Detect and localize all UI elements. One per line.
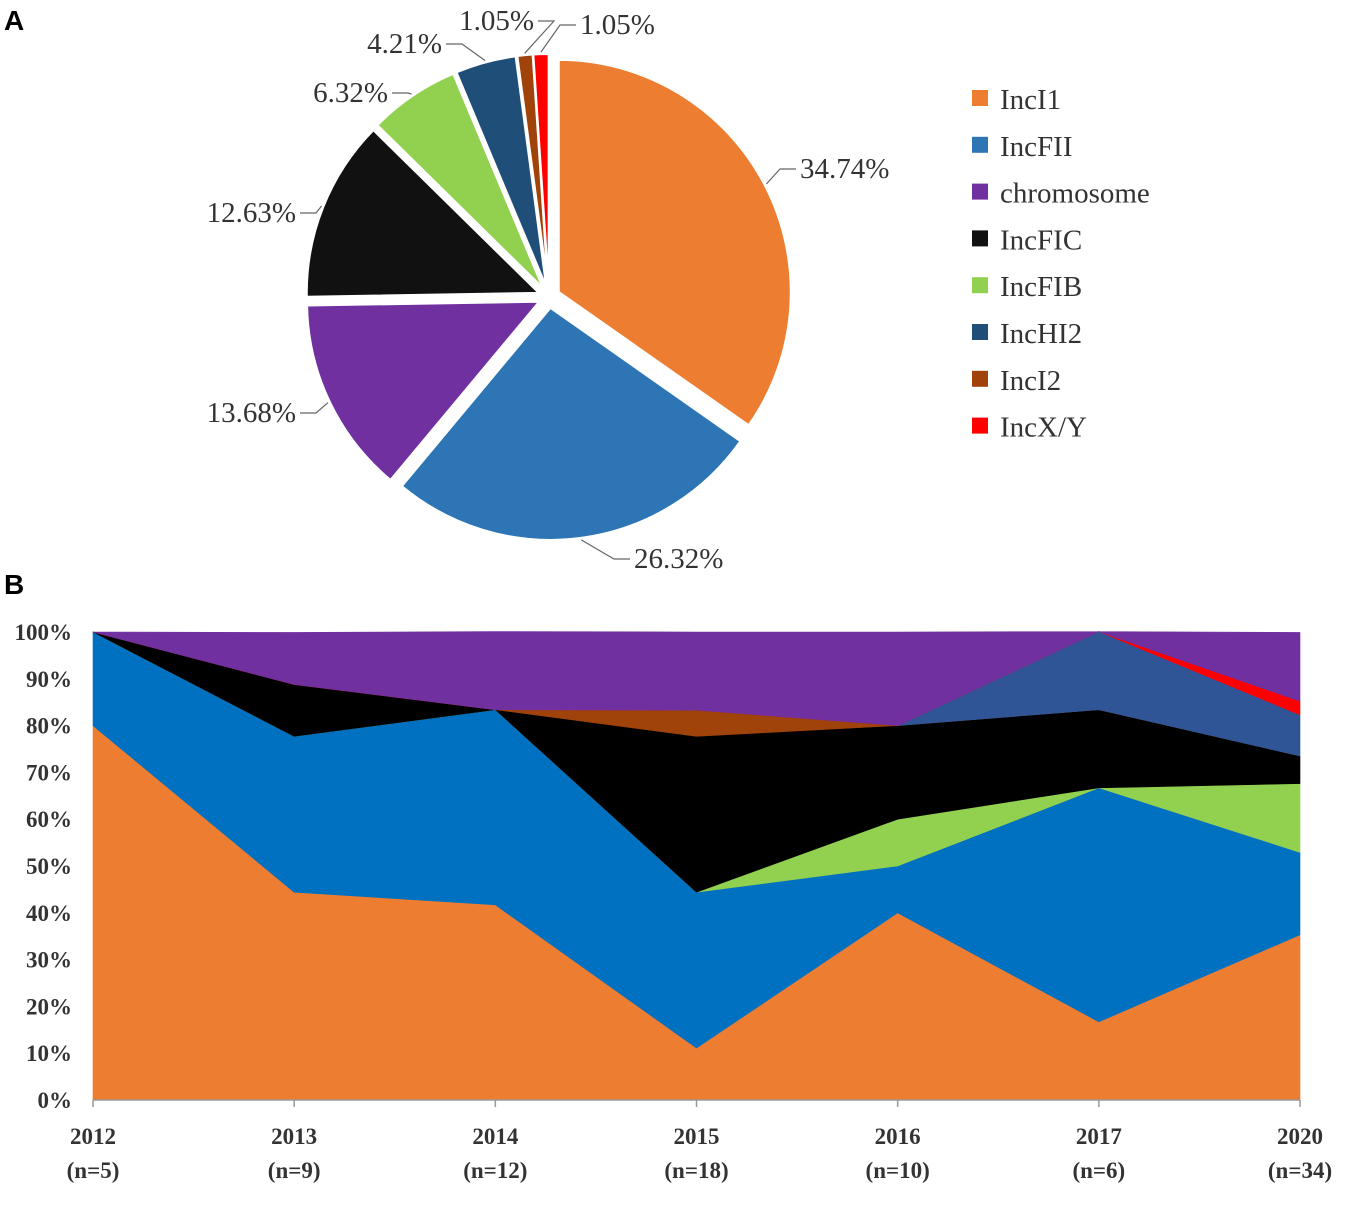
legend-item-inci2: IncI2: [972, 365, 1061, 397]
legend-label: IncFIB: [1000, 271, 1082, 303]
pie-label-incfib: 6.32%: [313, 77, 388, 109]
pie-slice-incfii: [400, 306, 742, 541]
pie-slices: [305, 53, 792, 541]
pie-leader-incfib: [392, 92, 412, 95]
pie-slice-chromosome: [306, 300, 542, 482]
pie-slice-incfic: [305, 128, 542, 298]
pie-leader-incx-y: [540, 24, 576, 53]
pie-leader-incfic: [300, 205, 322, 214]
legend-item-incfic: IncFIC: [972, 224, 1082, 256]
legend-swatch: [972, 370, 988, 387]
legend-item-incfib: IncFIB: [972, 271, 1082, 303]
x-tick-label-count: (n=5): [67, 1158, 120, 1183]
legend-swatch: [972, 230, 988, 247]
legend-label: IncFII: [1000, 131, 1072, 163]
x-axis-tick-labels: 2012 (n=5) 2013 (n=9) 2014 (n=12) 2015 (n=18) 20…: [67, 1124, 1332, 1183]
pie-label-inci2: 1.05%: [459, 5, 534, 37]
panel-b-letter: B: [4, 569, 24, 600]
pie-label-inci1: 34.74%: [800, 153, 889, 185]
legend-swatch: [972, 90, 988, 106]
x-tick-label-count: (n=6): [1072, 1158, 1125, 1183]
pie-label-chromosome: 13.68%: [207, 397, 296, 429]
y-tick-label: 90%: [26, 667, 72, 692]
pie-legend: IncI1 IncFII chromosome IncFIC IncFIB IncHI2 I…: [972, 84, 1150, 444]
y-tick-label: 70%: [26, 760, 72, 785]
y-tick-label: 60%: [26, 807, 72, 832]
pie-leader-inci2: [524, 20, 556, 54]
x-tick-label-count: (n=9): [268, 1158, 321, 1183]
legend-label: chromosome: [1000, 178, 1150, 210]
legend-label: IncFIC: [1000, 224, 1082, 256]
legend-item-incfii: IncFII: [972, 131, 1072, 163]
x-tick-label-year: 2013: [271, 1124, 317, 1149]
legend-swatch: [972, 183, 988, 200]
x-tick-label-year: 2017: [1076, 1124, 1122, 1149]
x-tick-label-year: 2012: [70, 1124, 116, 1149]
legend-swatch: [972, 136, 988, 153]
legend-label: IncHI2: [1000, 318, 1082, 350]
legend-swatch: [972, 277, 988, 294]
pie-chart: 34.74% 26.32% 13.68% 12.63% 6.32% 4.21% 1.05% 1…: [207, 5, 890, 575]
pie-slice-inci1: [557, 58, 792, 427]
area-series-chromosome: [92, 631, 1301, 726]
legend-label: IncI1: [1000, 84, 1061, 116]
y-tick-label: 30%: [26, 948, 72, 973]
pie-leader-chromosome: [300, 402, 329, 414]
y-tick-label: 10%: [26, 1041, 72, 1066]
pie-value-labels: 34.74% 26.32% 13.68% 12.63% 6.32% 4.21% 1.05% 1…: [207, 5, 890, 575]
x-tick-label-year: 2014: [472, 1124, 519, 1149]
pie-label-incfic: 12.63%: [207, 197, 296, 229]
y-tick-label: 50%: [26, 854, 72, 879]
x-tick-label-count: (n=12): [463, 1158, 527, 1183]
pie-label-incfii: 26.32%: [634, 543, 723, 575]
y-tick-label: 20%: [26, 994, 72, 1019]
legend-item-incx-y: IncX/Y: [972, 412, 1087, 444]
x-tick-label-year: 2015: [674, 1124, 720, 1149]
legend-item-inci1: IncI1: [972, 84, 1061, 116]
pie-leader-inci1: [765, 168, 796, 185]
pie-leader-lines: [300, 20, 796, 560]
area-series: [92, 631, 1301, 1101]
pie-label-inchi2: 4.21%: [367, 28, 442, 60]
x-tick-label-year: 2020: [1277, 1124, 1323, 1149]
x-tick-label-count: (n=18): [664, 1158, 728, 1183]
y-tick-label: 100%: [15, 620, 73, 645]
pie-slice-incx-y: [532, 53, 550, 287]
panel-a-letter: A: [4, 5, 24, 36]
x-tick-label-count: (n=10): [866, 1158, 930, 1183]
pie-leader-incfii: [580, 539, 630, 560]
legend-item-inchi2: IncHI2: [972, 318, 1082, 350]
legend-swatch: [972, 324, 988, 340]
area-axes: [92, 1099, 1301, 1107]
stacked-area-chart: 0% 10% 20% 30% 40% 50% 60% 70% 80% 90% 100% 2012 (n…: [15, 620, 1333, 1183]
pie-slice-incfib: [376, 72, 544, 289]
legend-item-chromosome: chromosome: [972, 178, 1150, 210]
legend-label: IncX/Y: [1000, 412, 1087, 444]
y-axis-tick-labels: 0% 10% 20% 30% 40% 50% 60% 70% 80% 90% 100%: [15, 620, 73, 1113]
x-tick-label-count: (n=34): [1268, 1158, 1332, 1183]
y-tick-label: 80%: [26, 714, 72, 739]
x-tick-label-year: 2016: [875, 1124, 921, 1149]
pie-slice-inchi2: [455, 55, 548, 287]
y-tick-label: 40%: [26, 901, 72, 926]
legend-swatch: [972, 417, 988, 434]
y-tick-label: 0%: [38, 1088, 73, 1113]
legend-label: IncI2: [1000, 365, 1061, 397]
pie-label-incx-y: 1.05%: [580, 9, 655, 41]
pie-leader-inchi2: [446, 43, 486, 61]
